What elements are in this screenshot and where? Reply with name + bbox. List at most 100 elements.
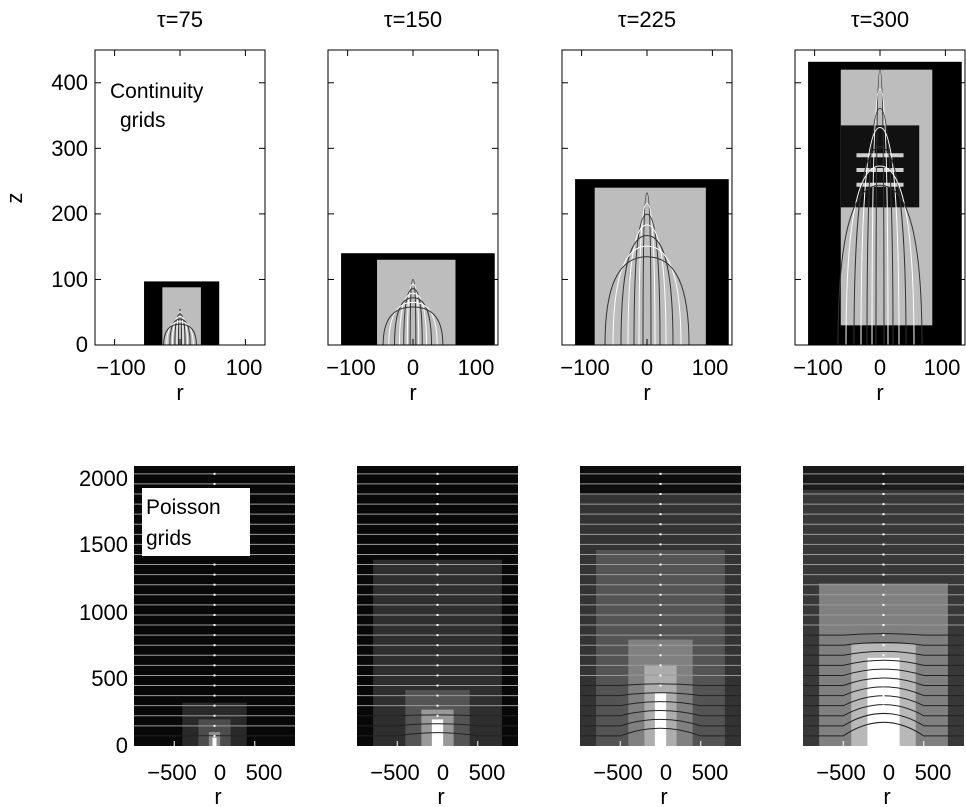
bottom-y-tick-2000: 2000 (79, 466, 128, 491)
axis-marker (882, 694, 885, 697)
continuity-grid-panels (94, 49, 966, 346)
bottom-y-tick-1000: 1000 (79, 600, 128, 625)
axis-marker (436, 664, 439, 667)
axis-marker (882, 523, 885, 526)
streamer-contour (174, 313, 186, 345)
top-x-ticks-panel-1: −100 0 100 r (96, 355, 262, 405)
top-y-tick-400: 400 (51, 70, 88, 95)
equipotential-line (803, 677, 964, 687)
axis-marker (659, 684, 662, 687)
equipotential-line (803, 633, 964, 636)
streamer-contour (871, 88, 889, 345)
equipotential-line (803, 659, 964, 666)
equipotential-line (580, 709, 741, 717)
axis-marker (659, 563, 662, 566)
continuity-panel-2 (328, 50, 498, 345)
top-x-ticks-panel-4: −100 0 100 r (793, 355, 960, 405)
streamer-contour (398, 292, 428, 345)
top-x-tick-100: 100 (692, 355, 729, 380)
streamer-contour (620, 234, 674, 345)
axis-marker (436, 503, 439, 506)
axis-marker (659, 523, 662, 526)
bottom-x-tick-0: 0 (214, 760, 226, 785)
streamer-contour (875, 69, 885, 345)
axis-marker (659, 603, 662, 606)
axis-marker (436, 684, 439, 687)
streamer-contour (176, 310, 184, 345)
streamer-contour (382, 306, 444, 345)
top-x-tick-100: 100 (458, 355, 495, 380)
axis-marker (659, 634, 662, 637)
axis-marker (659, 533, 662, 536)
axis-marker (882, 724, 885, 727)
axis-marker (659, 472, 662, 475)
streamer-contour (633, 213, 661, 345)
axis-marker (213, 603, 216, 606)
top-x-axis-title: r (409, 380, 416, 405)
axis-marker (213, 624, 216, 627)
top-y-tick-0: 0 (76, 332, 88, 357)
streamer-contour (177, 308, 183, 345)
axis-marker (882, 714, 885, 717)
axis-marker (436, 472, 439, 475)
axis-marker (436, 563, 439, 566)
bottom-x-axis-title: r (883, 784, 890, 807)
axis-marker (213, 664, 216, 667)
axis-marker (882, 603, 885, 606)
axis-marker (882, 664, 885, 667)
axis-marker (659, 493, 662, 495)
poisson-panel-3 (580, 466, 741, 746)
equipotential-line (580, 727, 741, 737)
axis-marker (436, 654, 439, 657)
dense-grid-stripe (856, 153, 904, 158)
axis-marker (436, 553, 439, 556)
bottom-x-tick-500: 500 (469, 760, 506, 785)
bottom-x-axis-title: r (214, 784, 221, 807)
streamer-contour (853, 146, 907, 345)
top-y-tick-100: 100 (51, 267, 88, 292)
axis-marker (882, 543, 885, 546)
axis-marker (659, 674, 662, 677)
equipotential-line (803, 704, 964, 717)
axis-marker (659, 583, 662, 586)
poisson-panel-2 (357, 466, 518, 746)
top-x-tick-neg100: −100 (793, 355, 843, 380)
refinement-level (867, 657, 900, 746)
top-x-axis-title: r (176, 380, 183, 405)
axis-marker (213, 573, 216, 576)
panel-title-2: τ=150 (384, 7, 442, 32)
axis-marker (436, 613, 439, 616)
poisson-grids-label-line1: Poisson (146, 496, 221, 519)
axis-marker (882, 704, 885, 707)
streamer-contour (169, 318, 191, 345)
top-y-tick-300: 300 (51, 136, 88, 161)
equipotential-line (580, 701, 741, 707)
top-x-tick-0: 0 (407, 355, 419, 380)
streamer-contour (604, 256, 690, 345)
axis-marker (659, 734, 662, 737)
axis-marker (659, 624, 662, 627)
top-x-axis-title: r (643, 380, 650, 405)
bottom-x-ticks-panel-3: −500 0 500 r (593, 760, 728, 807)
dense-grid-stripe (856, 168, 904, 172)
axis-marker (436, 694, 439, 697)
axis-marker (882, 503, 885, 506)
top-x-tick-0: 0 (641, 355, 653, 380)
axis-marker (436, 704, 439, 707)
bottom-x-tick-0: 0 (437, 760, 449, 785)
axis-marker (882, 734, 885, 737)
bottom-x-ticks-panel-2: −500 0 500 r (370, 760, 505, 807)
axis-marker (436, 493, 439, 495)
panel-title-1: τ=75 (157, 7, 203, 32)
axis-marker (436, 674, 439, 677)
streamer-contour (409, 278, 417, 345)
axis-marker (659, 724, 662, 727)
axis-marker (659, 613, 662, 616)
continuity-panel-1 (95, 50, 265, 345)
axis-marker (213, 724, 216, 727)
axis-marker (659, 573, 662, 576)
axis-marker (436, 734, 439, 737)
axis-marker (659, 654, 662, 657)
panel-title-3: τ=225 (618, 7, 676, 32)
continuity-panel-4 (795, 50, 965, 345)
